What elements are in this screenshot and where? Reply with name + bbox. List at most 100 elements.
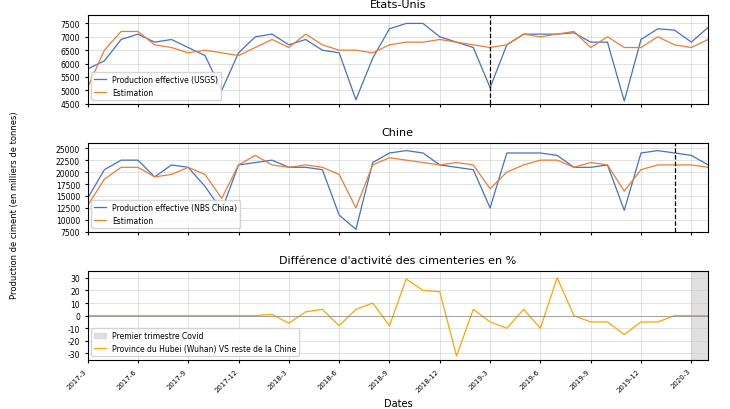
Province du Hubei (Wuhan) VS reste de la Chine [117,313,126,318]
Production effective (USGS) [184,46,193,51]
Province du Hubei (Wuhan) VS reste de la Chine [251,313,260,318]
Province du Hubei (Wuhan) VS reste de la Chine [670,313,679,318]
Line: Province du Hubei (Wuhan) VS reste de la Chine: Province du Hubei (Wuhan) VS reste de la… [88,278,708,356]
Province du Hubei (Wuhan) VS reste de la Chine [418,288,427,293]
Estimation [167,46,176,51]
Production effective (NBS China) [83,196,92,201]
Title: Chine: Chine [382,128,414,138]
Production effective (NBS China) [301,166,310,171]
Estimation [670,43,679,48]
Line: Production effective (USGS): Production effective (USGS) [88,25,708,102]
Province du Hubei (Wuhan) VS reste de la Chine [234,313,243,318]
Estimation [586,161,595,166]
Bar [691,272,725,360]
Estimation [435,38,444,43]
Production effective (USGS) [369,56,377,61]
Estimation [469,43,477,48]
Title: Différence d'activité des cimenteries en %: Différence d'activité des cimenteries en… [279,256,517,265]
Province du Hubei (Wuhan) VS reste de la Chine [83,313,92,318]
X-axis label: Dates: Dates [383,398,412,408]
Production effective (NBS China) [670,151,679,156]
Production effective (NBS China) [569,166,578,171]
Production effective (USGS) [687,40,696,45]
Estimation [352,206,361,211]
Production effective (NBS China) [653,149,662,154]
Province du Hubei (Wuhan) VS reste de la Chine [301,310,310,315]
Production effective (NBS China) [234,163,243,168]
Province du Hubei (Wuhan) VS reste de la Chine [502,326,511,331]
Estimation [301,163,310,168]
Estimation [268,163,277,168]
Estimation [150,175,159,180]
Estimation [620,189,629,194]
Estimation [335,173,344,178]
Production effective (NBS China) [369,161,377,166]
Production effective (NBS China) [352,227,361,232]
Estimation [184,51,193,56]
Production effective (USGS) [502,43,511,48]
Estimation [251,153,260,158]
Province du Hubei (Wuhan) VS reste de la Chine [637,320,645,325]
Estimation [201,49,210,54]
Production effective (NBS China) [201,184,210,189]
Production effective (USGS) [117,38,126,43]
Estimation [603,35,612,40]
Production effective (USGS) [670,29,679,34]
Estimation [234,163,243,168]
Estimation [117,166,126,171]
Production effective (USGS) [569,31,578,36]
Production effective (USGS) [452,40,461,45]
Estimation [704,38,712,43]
Estimation [352,49,361,54]
Production effective (USGS) [150,40,159,45]
Production effective (USGS) [704,26,712,31]
Estimation [502,170,511,175]
Province du Hubei (Wuhan) VS reste de la Chine [167,313,176,318]
Province du Hubei (Wuhan) VS reste de la Chine [704,313,712,318]
Production effective (NBS China) [485,206,494,211]
Estimation [318,43,327,48]
Province du Hubei (Wuhan) VS reste de la Chine [603,320,612,325]
Title: États-Unis: États-Unis [369,0,426,10]
Province du Hubei (Wuhan) VS reste de la Chine [620,332,629,337]
Province du Hubei (Wuhan) VS reste de la Chine [485,320,494,325]
Province du Hubei (Wuhan) VS reste de la Chine [184,313,193,318]
Estimation [704,166,712,171]
Production effective (USGS) [318,49,327,54]
Production effective (USGS) [402,22,410,27]
Estimation [603,163,612,168]
Estimation [234,54,243,59]
Text: Production de ciment (en milliers de tonnes): Production de ciment (en milliers de ton… [10,111,19,298]
Production effective (USGS) [637,38,645,43]
Estimation [335,49,344,54]
Estimation [569,30,578,35]
Production effective (USGS) [620,99,629,104]
Province du Hubei (Wuhan) VS reste de la Chine [100,313,109,318]
Production effective (USGS) [134,33,142,38]
Production effective (USGS) [519,33,528,38]
Production effective (USGS) [100,59,109,64]
Production effective (NBS China) [469,168,477,173]
Estimation [469,163,477,168]
Province du Hubei (Wuhan) VS reste de la Chine [335,324,344,328]
Estimation [418,161,427,166]
Estimation [100,178,109,182]
Province du Hubei (Wuhan) VS reste de la Chine [150,313,159,318]
Production effective (NBS China) [117,158,126,163]
Production effective (USGS) [83,67,92,72]
Estimation [385,156,394,161]
Estimation [369,51,377,56]
Legend: Premier trimestre Covid, Province du Hubei (Wuhan) VS reste de la Chine: Premier trimestre Covid, Province du Hub… [91,328,299,356]
Estimation [452,161,461,166]
Production effective (NBS China) [637,151,645,156]
Province du Hubei (Wuhan) VS reste de la Chine [385,324,394,328]
Estimation [134,166,142,171]
Production effective (NBS China) [318,168,327,173]
Province du Hubei (Wuhan) VS reste de la Chine [352,307,361,312]
Production effective (NBS China) [418,151,427,156]
Production effective (NBS China) [285,166,293,171]
Estimation [100,49,109,54]
Estimation [687,163,696,168]
Production effective (NBS China) [218,208,226,213]
Production effective (USGS) [603,40,612,45]
